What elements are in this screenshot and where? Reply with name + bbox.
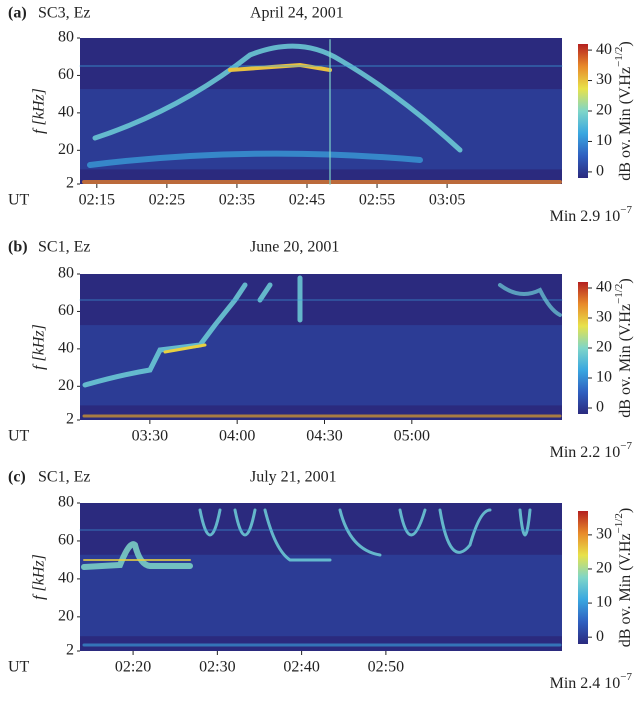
plot-band bbox=[80, 325, 562, 406]
colorbar bbox=[578, 282, 588, 414]
y-tick-label: 40 bbox=[58, 340, 74, 357]
x-tick-label: 02:45 bbox=[289, 192, 325, 209]
colorbar-label: dB ov. Min (V.Hz−1/2) bbox=[613, 41, 634, 180]
plot-background bbox=[80, 503, 562, 651]
colorbar-tick-label: 40 bbox=[596, 41, 612, 58]
x-tick-label: 02:50 bbox=[368, 659, 404, 676]
x-tick-label: 03:30 bbox=[132, 428, 168, 445]
x-tick-label: 02:30 bbox=[199, 659, 235, 676]
x-tick-label: 02:15 bbox=[79, 192, 115, 209]
panel-title: SC1, Ez bbox=[38, 239, 90, 256]
colorbar-tick-label: 0 bbox=[596, 163, 604, 180]
x-tick-label: 04:00 bbox=[219, 428, 255, 445]
spectrogram-features bbox=[79, 39, 563, 647]
colorbar-tick-label: 20 bbox=[596, 560, 612, 577]
colorbar-tick-label: 30 bbox=[596, 71, 612, 88]
y-tick-label: 80 bbox=[58, 29, 74, 46]
panel-label: (c) bbox=[8, 469, 26, 486]
colorbar-tick-label: 0 bbox=[596, 628, 604, 645]
y-axis-label: f [kHz] bbox=[31, 88, 48, 134]
y-tick-label: 60 bbox=[58, 532, 74, 549]
x-tick-label: 02:25 bbox=[149, 192, 185, 209]
colorbar-tick-label: 10 bbox=[596, 132, 612, 149]
colorbar-label: dB ov. Min (V.Hz−1/2) bbox=[613, 508, 634, 647]
colorbar bbox=[578, 511, 588, 644]
colorbar-tick-label: 30 bbox=[596, 309, 612, 326]
x-tick-label: 02:40 bbox=[283, 659, 319, 676]
x-axis-prefix: UT bbox=[8, 659, 30, 676]
min-label: Min 2.9 10−7 bbox=[550, 204, 633, 225]
y-tick-label: 40 bbox=[58, 104, 74, 121]
min-label: Min 2.4 10−7 bbox=[550, 671, 633, 692]
panel-title: SC3, Ez bbox=[38, 5, 90, 22]
panel-date: July 21, 2001 bbox=[250, 469, 337, 486]
y-tick-label: 80 bbox=[58, 494, 74, 511]
x-axis-prefix: UT bbox=[8, 192, 30, 209]
x-tick-label: 03:05 bbox=[429, 192, 465, 209]
colorbar-tick-label: 40 bbox=[596, 279, 612, 296]
panel-label: (b) bbox=[8, 239, 28, 256]
x-tick-label: 02:20 bbox=[115, 659, 151, 676]
y-tick-label: 20 bbox=[58, 377, 74, 394]
y-tick-label: 60 bbox=[58, 302, 74, 319]
y-tick-label: 20 bbox=[58, 608, 74, 625]
y-tick-label: 2 bbox=[66, 411, 74, 428]
y-tick-label: 2 bbox=[66, 175, 74, 192]
backgrounds bbox=[80, 38, 562, 651]
colorbar-tick-label: 20 bbox=[596, 102, 612, 119]
colorbar-tick-label: 20 bbox=[596, 339, 612, 356]
colorbar-label: dB ov. Min (V.Hz−1/2) bbox=[613, 278, 634, 417]
y-tick-label: 40 bbox=[58, 570, 74, 587]
panel-date: April 24, 2001 bbox=[250, 5, 344, 22]
colorbar-tick-label: 10 bbox=[596, 594, 612, 611]
plot-background bbox=[80, 274, 562, 420]
min-label: Min 2.2 10−7 bbox=[550, 440, 633, 461]
colorbar-tick-label: 30 bbox=[596, 526, 612, 543]
x-axis-prefix: UT bbox=[8, 428, 30, 445]
colorbar-tick-label: 10 bbox=[596, 369, 612, 386]
y-tick-label: 60 bbox=[58, 66, 74, 83]
y-axis-label: f [kHz] bbox=[31, 554, 48, 600]
x-tick-label: 05:00 bbox=[394, 428, 430, 445]
panel-label: (a) bbox=[8, 5, 27, 22]
x-tick-label: 02:35 bbox=[219, 192, 255, 209]
colorbar bbox=[578, 44, 588, 178]
y-tick-label: 80 bbox=[58, 265, 74, 282]
x-tick-label: 04:30 bbox=[306, 428, 342, 445]
colorbar-tick-label: 0 bbox=[596, 399, 604, 416]
y-tick-label: 20 bbox=[58, 141, 74, 158]
x-tick-label: 02:55 bbox=[359, 192, 395, 209]
panel-date: June 20, 2001 bbox=[250, 239, 339, 256]
y-tick-label: 2 bbox=[66, 642, 74, 659]
y-axis-label: f [kHz] bbox=[31, 324, 48, 370]
panel-title: SC1, Ez bbox=[38, 469, 90, 486]
